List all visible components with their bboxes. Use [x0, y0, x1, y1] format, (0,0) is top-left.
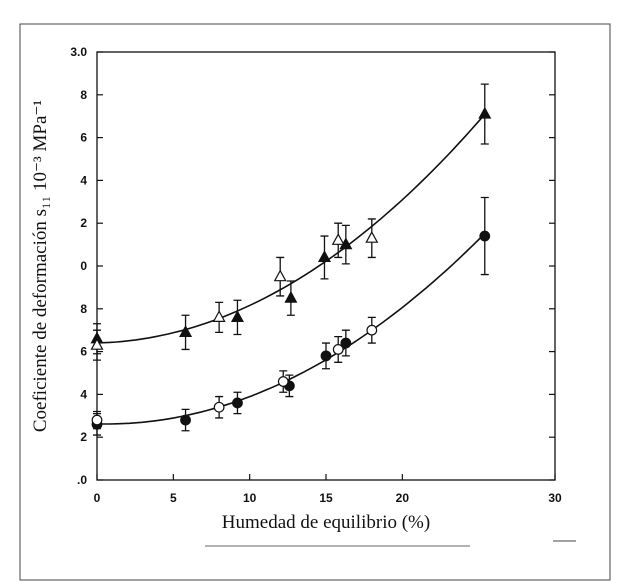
- y-tick-label: 4: [80, 173, 87, 187]
- marker: [479, 230, 491, 242]
- marker: [232, 397, 243, 409]
- marker: [179, 325, 193, 337]
- marker: [90, 337, 104, 350]
- marker: [277, 376, 289, 387]
- x-tick-label: 30: [548, 491, 562, 505]
- y-tick-label: 2: [80, 430, 87, 444]
- y-axis-label: Coeficiente de deformación s₁₁ 10⁻³ MPa⁻…: [30, 100, 51, 433]
- marker: [340, 337, 352, 349]
- marker: [331, 233, 345, 245]
- marker: [212, 310, 226, 322]
- marker: [273, 269, 287, 282]
- y-tick-label: 3.0: [70, 45, 87, 59]
- marker: [365, 230, 379, 243]
- x-axis-label: Humedad de equilibrio (%): [222, 512, 430, 533]
- fit-curve: [96, 232, 486, 425]
- marker: [91, 414, 103, 426]
- y-tick-label: 6: [80, 131, 87, 145]
- x-tick-label: 5: [170, 491, 177, 505]
- y-tick-label: 2: [80, 216, 87, 230]
- marker: [332, 344, 344, 355]
- marker: [284, 290, 298, 303]
- y-tick-label: 0: [80, 259, 87, 273]
- x-tick-label: 15: [319, 491, 333, 505]
- x-tick-label: 20: [396, 491, 410, 505]
- x-tick-label: 10: [243, 491, 257, 505]
- marker: [366, 324, 378, 336]
- y-tick-label: 6: [80, 345, 87, 359]
- y-tick-label: .0: [77, 473, 87, 487]
- marker: [478, 106, 492, 119]
- marker: [320, 350, 332, 362]
- frame: [19, 23, 611, 581]
- marker: [230, 310, 244, 322]
- marker: [180, 414, 191, 426]
- marker: [317, 250, 331, 263]
- y-tick-label: 4: [80, 387, 87, 401]
- y-tick-label: 8: [80, 88, 87, 102]
- marker: [213, 401, 225, 413]
- x-tick-label: 0: [94, 491, 101, 505]
- y-tick-label: 8: [80, 302, 87, 316]
